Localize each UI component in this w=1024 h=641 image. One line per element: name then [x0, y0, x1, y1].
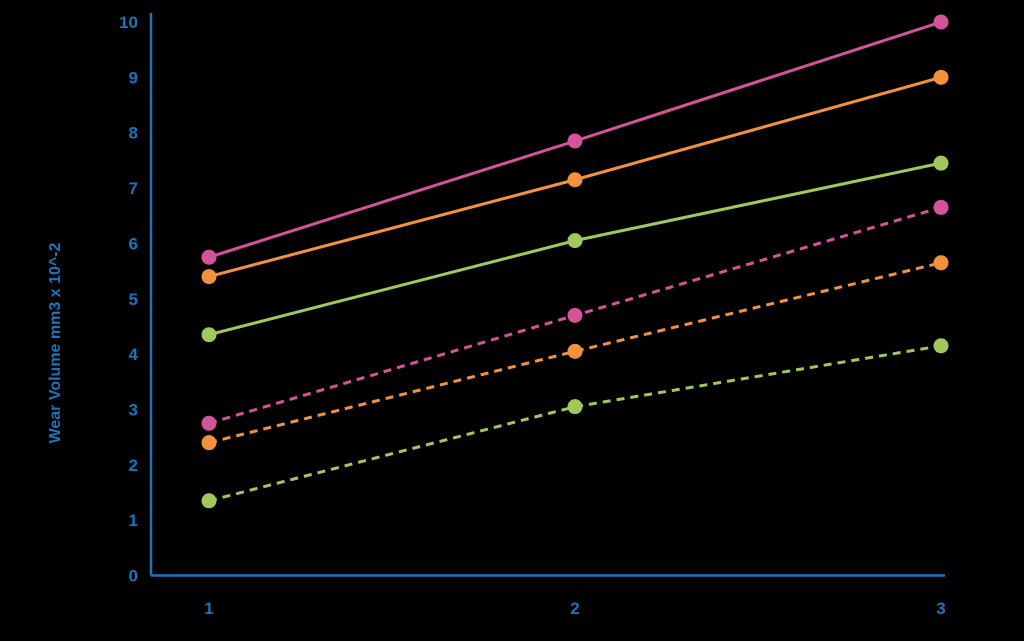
- series-point-dashed-green: [201, 493, 217, 509]
- series-point-solid-orange: [567, 172, 583, 188]
- series-point-dashed-pink: [933, 199, 949, 215]
- series-point-dashed-pink: [567, 307, 583, 323]
- y-tick-label: 1: [129, 511, 138, 530]
- series-point-dashed-pink: [201, 415, 217, 431]
- x-tick-label: 2: [570, 599, 579, 618]
- y-tick-label: 7: [129, 179, 138, 198]
- y-tick-label: 2: [129, 456, 138, 475]
- series-point-dashed-orange: [933, 255, 949, 271]
- series-point-dashed-green: [567, 399, 583, 415]
- series-point-dashed-green: [933, 338, 949, 354]
- series-point-solid-pink: [201, 249, 217, 265]
- y-tick-label: 10: [119, 13, 138, 32]
- series-point-solid-pink: [567, 133, 583, 149]
- y-tick-label: 6: [129, 234, 138, 253]
- series-point-solid-green: [201, 327, 217, 343]
- y-tick-label: 8: [129, 124, 138, 143]
- x-tick-label: 3: [936, 599, 945, 618]
- series-point-solid-green: [567, 233, 583, 249]
- series-point-solid-pink: [933, 14, 949, 30]
- y-axis-title: Wear Volume mm3 x 10^-2: [47, 242, 64, 443]
- series-point-solid-green: [933, 155, 949, 171]
- y-tick-label: 0: [129, 567, 138, 586]
- series-point-dashed-orange: [201, 435, 217, 451]
- series-line-dashed-green: [208, 344, 942, 503]
- x-tick-label: 1: [204, 599, 213, 618]
- series-point-solid-orange: [933, 69, 949, 85]
- y-tick-label: 3: [129, 400, 138, 419]
- series-point-dashed-orange: [567, 343, 583, 359]
- series-point-solid-orange: [201, 269, 217, 285]
- y-tick-label: 4: [129, 345, 139, 364]
- y-tick-label: 9: [129, 68, 138, 87]
- y-tick-label: 5: [129, 290, 138, 309]
